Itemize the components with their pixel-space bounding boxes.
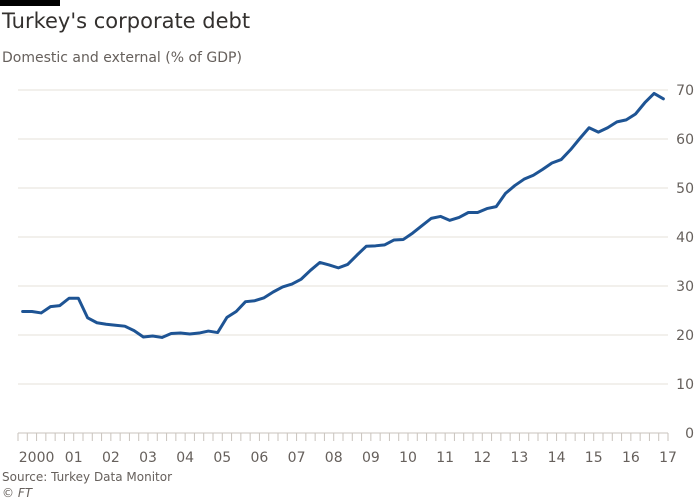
x-tick-label: 01	[65, 450, 83, 466]
y-tick-label: 60	[676, 132, 694, 148]
line-chart: 0 10 20 30 40 50 60 70 2000 01 02 03 04 05 06 07 08 09 10…	[17, 83, 694, 466]
x-tick-label: 04	[176, 450, 194, 466]
x-tick-label: 11	[436, 450, 454, 466]
y-tick-label: 0	[685, 426, 694, 442]
x-tick-label: 10	[399, 450, 417, 466]
x-tick-label: 03	[139, 450, 157, 466]
x-tick-label: 05	[213, 450, 231, 466]
x-tick-label: 17	[659, 450, 677, 466]
y-tick-label: 70	[676, 83, 694, 99]
x-tick-label: 16	[622, 450, 640, 466]
gridlines	[18, 89, 668, 434]
series-lines	[21, 91, 665, 339]
y-tick-label: 20	[676, 328, 694, 344]
x-tick-label: 15	[585, 450, 603, 466]
x-tick-label: 13	[511, 450, 529, 466]
chart-title: Turkey's corporate debt	[2, 9, 251, 33]
chart-subtitle: Domestic and external (% of GDP)	[2, 50, 242, 66]
y-tick-label: 50	[676, 181, 694, 197]
y-tick-label: 30	[676, 279, 694, 295]
y-tick-label: 40	[676, 230, 694, 246]
x-tick-label: 12	[473, 450, 491, 466]
x-tick-label: 08	[325, 450, 343, 466]
y-tick-labels: 0 10 20 30 40 50 60 70	[676, 83, 694, 442]
chart-source: Source: Turkey Data Monitor	[2, 470, 173, 484]
series-line-0	[21, 91, 665, 339]
x-tick-marks	[17, 433, 669, 441]
x-tick-label: 07	[288, 450, 306, 466]
x-tick-label: 09	[362, 450, 380, 466]
x-tick-label: 02	[102, 450, 120, 466]
brand-bar	[0, 0, 60, 6]
x-tick-labels: 2000 01 02 03 04 05 06 07 08 09 10 11 12 13 14 15 16 17	[19, 450, 677, 466]
x-tick-label: 2000	[19, 450, 55, 466]
chart-credit: © FT	[2, 486, 33, 500]
y-tick-label: 10	[676, 377, 694, 393]
x-tick-label: 06	[251, 450, 269, 466]
x-tick-label: 14	[548, 450, 566, 466]
